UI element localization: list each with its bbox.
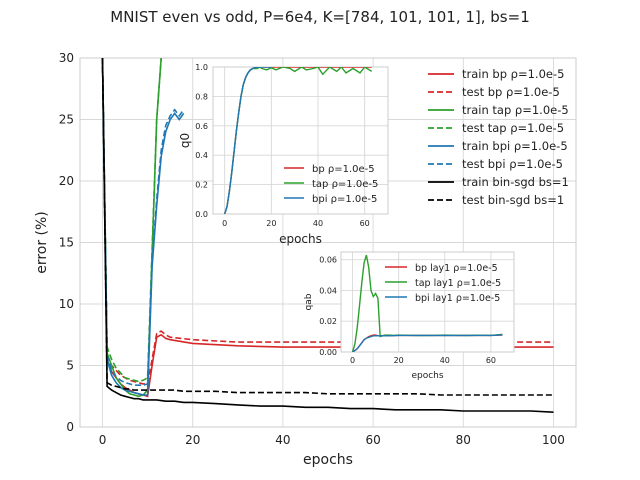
y-tick-label: 5 bbox=[66, 359, 74, 373]
x-tick-label: 0 bbox=[222, 219, 227, 228]
y-axis-label: q0 bbox=[178, 133, 192, 148]
series-line bbox=[101, 58, 554, 413]
series-line bbox=[352, 334, 503, 352]
legend-entry: train bin-sgd bs=1 bbox=[462, 175, 569, 189]
legend-entry: bpi lay1 ρ=1.0e-5 bbox=[415, 293, 500, 304]
legend-entry: tap lay1 ρ=1.0e-5 bbox=[415, 278, 501, 289]
y-tick-label: 0.02 bbox=[319, 317, 337, 326]
legend-entry: train bp ρ=1.0e-5 bbox=[462, 67, 564, 81]
chart-title: MNIST even vs odd, P=6e4, K=[784, 101, 1… bbox=[110, 8, 529, 26]
legend-entry: test bin-sgd bs=1 bbox=[462, 193, 564, 207]
y-tick-label: 25 bbox=[59, 113, 74, 127]
x-tick-label: 0 bbox=[99, 433, 107, 447]
x-tick-label: 40 bbox=[313, 219, 323, 228]
x-tick-label: 40 bbox=[440, 356, 450, 365]
inset-qab-plot: 0 20 40 60 0.00 0.02 0.04 0.06 epochs qab bp lay1 … bbox=[304, 251, 515, 381]
x-axis-label: epochs bbox=[411, 371, 443, 381]
legend-entry: tap ρ=1.0e-5 bbox=[312, 179, 378, 190]
y-tick-label: 20 bbox=[59, 174, 74, 188]
series-line bbox=[224, 67, 272, 214]
plot-background bbox=[213, 67, 388, 214]
legend-entry: bp ρ=1.0e-5 bbox=[312, 164, 375, 175]
y-tick-label: 0.00 bbox=[319, 348, 337, 357]
y-tick-label: 0 bbox=[66, 420, 74, 434]
series-line bbox=[101, 58, 554, 396]
y-tick-label: 15 bbox=[59, 236, 74, 250]
y-tick-label: 0.4 bbox=[195, 151, 208, 160]
x-tick-label: 20 bbox=[266, 219, 276, 228]
y-tick-label: 1.0 bbox=[195, 63, 208, 72]
y-tick-label: 0.2 bbox=[195, 181, 208, 190]
legend-entry: test bpi ρ=1.0e-5 bbox=[462, 157, 563, 171]
legend-entry: test bp ρ=1.0e-5 bbox=[462, 85, 560, 99]
x-tick-label: 80 bbox=[456, 433, 471, 447]
x-tick-label: 100 bbox=[542, 433, 565, 447]
main-legend: train bp ρ=1.0e-5 test bp ρ=1.0e-5 train t… bbox=[428, 67, 569, 207]
y-tick-label: 0.8 bbox=[195, 92, 208, 101]
y-axis-label: error (%) bbox=[34, 211, 50, 274]
legend-entry: train tap ρ=1.0e-5 bbox=[462, 103, 569, 117]
x-tick-label: 0 bbox=[350, 356, 355, 365]
x-tick-label: 60 bbox=[360, 219, 370, 228]
y-tick-label: 0.6 bbox=[195, 122, 208, 131]
axes-frame bbox=[79, 57, 577, 428]
x-axis-label: epochs bbox=[303, 452, 353, 468]
y-tick-label: 10 bbox=[59, 297, 74, 311]
series-line bbox=[101, 58, 554, 385]
x-tick-label: 60 bbox=[365, 433, 380, 447]
x-axis-label: epochs bbox=[279, 232, 322, 246]
legend-entry: test tap ρ=1.0e-5 bbox=[462, 121, 564, 135]
x-tick-label: 40 bbox=[275, 433, 290, 447]
x-tick-label: 20 bbox=[394, 356, 404, 365]
y-tick-label: 0.06 bbox=[319, 256, 337, 265]
x-tick-label: 20 bbox=[185, 433, 200, 447]
series-line bbox=[101, 58, 185, 396]
y-tick-label: 0.0 bbox=[195, 210, 208, 219]
legend-entry: bpi ρ=1.0e-5 bbox=[312, 194, 377, 205]
legend-entry: train bpi ρ=1.0e-5 bbox=[462, 139, 568, 153]
x-tick-label: 60 bbox=[486, 356, 496, 365]
legend-entry: bp lay1 ρ=1.0e-5 bbox=[415, 263, 498, 274]
y-tick-label: 30 bbox=[59, 51, 74, 65]
axes-frame bbox=[340, 251, 515, 353]
y-tick-label: 0.04 bbox=[319, 286, 337, 295]
inset-q0-plot: 0 20 40 60 0.0 0.2 0.4 0.6 0.8 1.0 epochs q0 bp ρ=1.… bbox=[178, 63, 389, 246]
series-line bbox=[101, 58, 185, 387]
y-axis-label: qab bbox=[304, 293, 314, 310]
